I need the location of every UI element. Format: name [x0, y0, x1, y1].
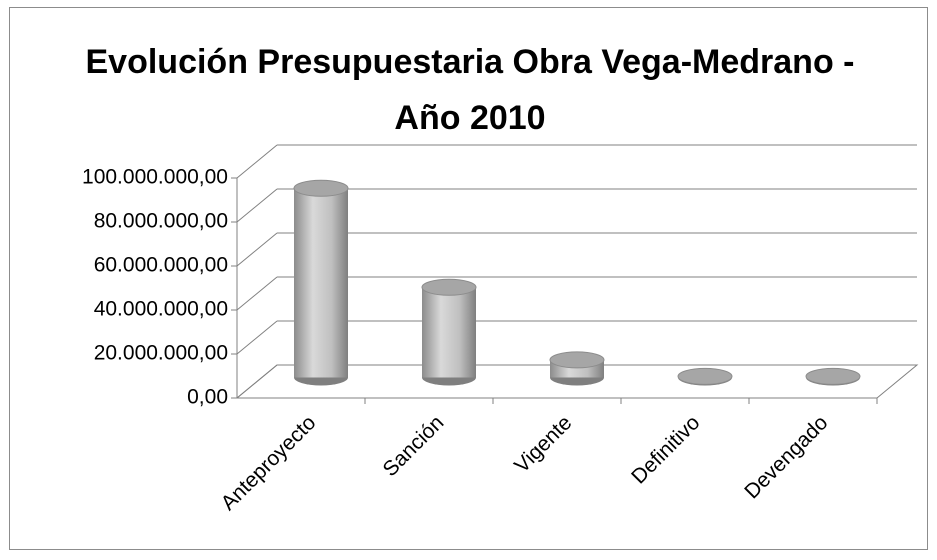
grid-line — [236, 276, 278, 311]
chart-border — [9, 7, 928, 550]
bar-top — [805, 367, 861, 385]
bar-top — [549, 351, 605, 369]
bar — [421, 278, 477, 386]
y-tick-label: 0,00 — [187, 386, 228, 409]
grid-line — [236, 232, 278, 267]
y-tick-label: 80.000.000,00 — [94, 210, 228, 233]
grid-line — [236, 364, 278, 399]
grid-line — [236, 144, 278, 179]
bar-top — [293, 179, 349, 197]
y-tick-label: 40.000.000,00 — [94, 298, 228, 321]
y-tick-label: 60.000.000,00 — [94, 254, 228, 277]
grid-line — [236, 320, 278, 355]
y-tick-label: 100.000.000,00 — [82, 166, 228, 189]
grid-line — [236, 188, 278, 223]
bar — [805, 367, 861, 386]
bar-top — [677, 367, 733, 385]
chart-title: Evolución Presupuestaria Obra Vega-Medra… — [85, 43, 855, 137]
bar — [293, 179, 349, 386]
bar — [677, 367, 733, 386]
bar-body — [294, 188, 348, 378]
bar-top — [421, 278, 477, 296]
bar-body — [422, 287, 476, 378]
y-tick-label: 20.000.000,00 — [94, 342, 228, 365]
bar — [549, 351, 605, 386]
